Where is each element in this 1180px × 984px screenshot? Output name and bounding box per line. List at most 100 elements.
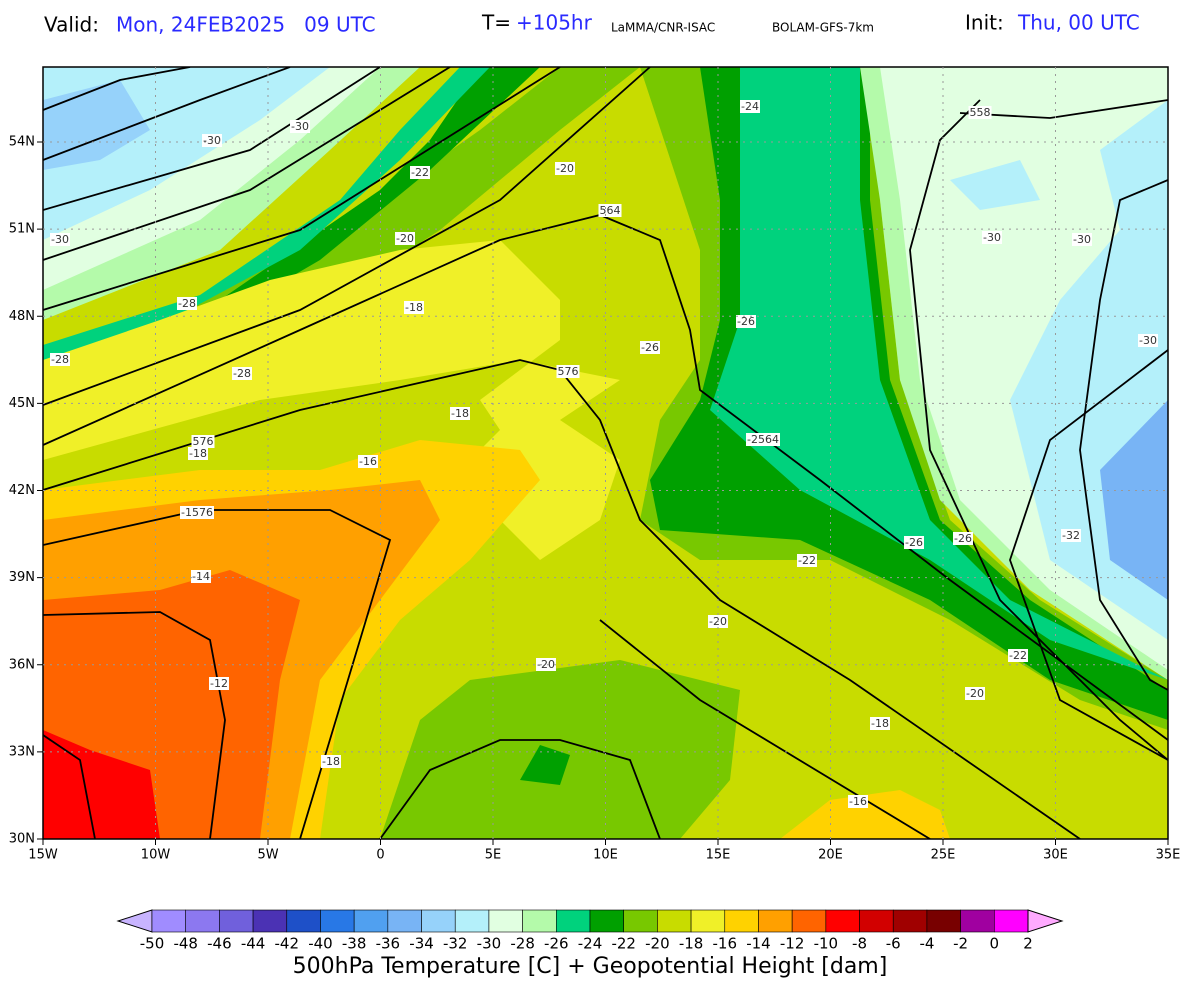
lon-label: 5W (257, 848, 278, 863)
colorbar-label: -8 (852, 935, 867, 953)
contour-label-bg (968, 106, 992, 119)
colorbar-swatch (286, 909, 321, 933)
institution: LaMMA/CNR-ISAC (611, 21, 715, 35)
contour-label: 576 (193, 435, 214, 448)
colorbar-label: 0 (990, 935, 1000, 953)
contour-label: 564 (600, 204, 621, 217)
lat-label: 42N (9, 483, 35, 498)
contour-label-bg (450, 407, 470, 420)
contour-label: -26 (641, 341, 659, 354)
contour-label: -22 (1009, 649, 1027, 662)
contour-label-bg (358, 455, 378, 468)
lon-label: 20E (818, 848, 843, 863)
colorbar-swatch (724, 909, 759, 933)
contour-label-bg (191, 570, 211, 583)
contour-label: -16 (849, 795, 867, 808)
contour-label-bg (177, 297, 197, 310)
colorbar-swatch (657, 909, 692, 933)
contour-label: -20 (396, 232, 414, 245)
contour-label-bg (1008, 649, 1028, 662)
contour-label-bg (870, 717, 890, 730)
lead-time: +105hr (516, 11, 593, 35)
colorbar-label: -4 (919, 935, 934, 953)
model: BOLAM-GFS-7km (772, 21, 874, 35)
colorbar-title: 500hPa Temperature [C] + Geopotential He… (293, 954, 888, 979)
contour-label: -26 (905, 536, 923, 549)
contour-label-bg (321, 755, 341, 768)
colorbar-swatch (353, 909, 389, 933)
contour-label: -28 (233, 367, 251, 380)
contour-label: -18 (871, 717, 889, 730)
contour-label-bg (50, 233, 70, 246)
contour-label: -32 (1062, 529, 1080, 542)
contour-label: -24 (741, 100, 759, 113)
colorbar-swatch (859, 909, 894, 933)
colorbar-label: -44 (241, 935, 266, 953)
contour-label: -26 (737, 315, 755, 328)
contour-label: -30 (203, 134, 221, 147)
lat-label: 45N (9, 396, 35, 411)
colorbar-swatch (690, 909, 726, 933)
lon-label: 5E (485, 848, 502, 863)
colorbar-swatch (758, 909, 793, 933)
colorbar-label: -38 (342, 935, 367, 953)
colorbar-swatch (623, 909, 658, 933)
colorbar-label: -16 (713, 935, 738, 953)
lon-label: 15E (706, 848, 731, 863)
colorbar-swatch (185, 909, 220, 933)
colorbar-swatch (926, 909, 961, 933)
colorbar-swatch (960, 909, 995, 933)
colorbar-label: -22 (611, 935, 636, 953)
colorbar-label: -36 (376, 935, 401, 953)
colorbar-low (116, 909, 153, 933)
lat-label: 30N (9, 832, 35, 847)
contour-label-bg (232, 367, 252, 380)
colorbar-label: -10 (814, 935, 839, 953)
colorbar-label: -32 (443, 935, 468, 953)
colorbar-swatch (320, 909, 355, 933)
lon-label: 35E (1156, 848, 1180, 863)
colorbar-swatch (219, 909, 254, 933)
contour-label-bg (904, 536, 924, 549)
contour-label-bg (404, 301, 424, 314)
contour-label-bg (209, 677, 229, 690)
colorbar-swatch (387, 909, 422, 933)
valid-label: Valid: (44, 13, 99, 37)
contour-label-bg (640, 341, 660, 354)
colorbar-swatch (522, 909, 557, 933)
contour-label-bg (1072, 233, 1092, 246)
contour-label-bg (191, 435, 215, 448)
contour-label: -18 (189, 447, 207, 460)
contour-label: -14 (192, 570, 210, 583)
contour-label-bg (50, 353, 70, 366)
colorbar-swatch (252, 909, 288, 933)
lat-label: 33N (9, 744, 35, 759)
contour-label: -28 (178, 297, 196, 310)
colorbar-swatch (589, 909, 624, 933)
lon-label: 10W (141, 848, 171, 863)
contour-label-bg (797, 554, 817, 567)
colorbar-label: -24 (578, 935, 603, 953)
contour-label-bg (965, 687, 985, 700)
contour-label-bg (746, 433, 780, 446)
contour-label: -26 (954, 532, 972, 545)
contour-label-bg (1138, 334, 1158, 347)
colorbar-swatch (994, 909, 1029, 933)
contour-label-bg (188, 447, 208, 460)
colorbar-swatch (151, 909, 186, 933)
colorbar-swatch (454, 909, 490, 933)
colorbar-high (1027, 909, 1064, 933)
contour-label-bg (290, 120, 310, 133)
contour-label-bg (395, 232, 415, 245)
colorbar-label: -30 (477, 935, 502, 953)
contour-label-bg (556, 365, 580, 378)
contour-label: -30 (1139, 334, 1157, 347)
colorbar-swatch (791, 909, 827, 933)
colorbar-label: -40 (308, 935, 333, 953)
colorbar-label: -18 (679, 935, 704, 953)
colorbar-swatch (892, 909, 928, 933)
lon-label: 0 (376, 848, 384, 863)
contour-label: -16 (359, 455, 377, 468)
colorbar-label: -2 (953, 935, 968, 953)
label-layer: -30 -30 -30 -22 -20 -24 558 -20 564 -30 -30 -28 -18 -… (50, 100, 1158, 808)
